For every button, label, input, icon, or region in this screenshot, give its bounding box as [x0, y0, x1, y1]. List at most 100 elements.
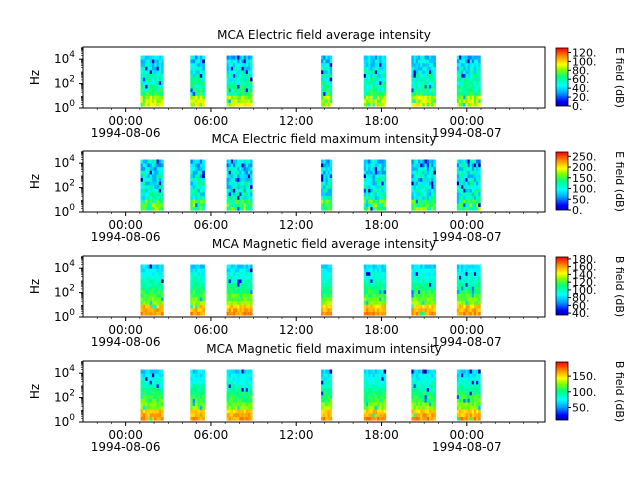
- heatmap-cell: [370, 170, 373, 175]
- heatmap-cell: [433, 373, 436, 378]
- heatmap-cell: [154, 293, 157, 298]
- heatmap-cell: [325, 307, 328, 312]
- heatmap-cell: [365, 188, 369, 193]
- heatmap-cell: [232, 373, 236, 378]
- heatmap-cell: [197, 188, 201, 193]
- heatmap-cell: [365, 174, 369, 179]
- heatmap-cell: [365, 159, 369, 164]
- heatmap-cell: [154, 275, 157, 280]
- heatmap-cell: [228, 192, 232, 197]
- heatmap-cell: [379, 380, 382, 385]
- heatmap-cell: [145, 384, 148, 389]
- heatmap-cell: [230, 387, 234, 392]
- x-tick-label: 06:00: [194, 323, 229, 337]
- heatmap-cell: [469, 289, 473, 294]
- x-tick-date: 1994-08-06: [91, 335, 161, 349]
- heatmap-cell: [433, 192, 436, 197]
- heatmap-cell: [228, 286, 232, 291]
- heatmap-cell: [154, 80, 157, 85]
- heatmap-cell: [381, 184, 384, 189]
- heatmap-cell: [461, 297, 464, 302]
- heatmap-cell: [426, 177, 430, 182]
- heatmap-cell: [142, 80, 146, 85]
- heatmap-cell: [323, 66, 326, 71]
- heatmap-cell: [195, 402, 198, 407]
- heatmap-cell: [228, 307, 232, 312]
- heatmap-cell: [363, 409, 367, 414]
- heatmap-cell: [329, 286, 333, 291]
- heatmap-cell: [197, 304, 201, 309]
- heatmap-cell: [428, 300, 432, 305]
- heatmap-cell: [420, 66, 423, 71]
- heatmap-cell: [239, 307, 242, 312]
- heatmap-cell: [226, 282, 230, 287]
- heatmap-cell: [247, 304, 251, 309]
- heatmap-cell: [230, 402, 234, 407]
- heatmap-cell: [471, 66, 475, 71]
- heatmap-cell: [413, 199, 417, 204]
- heatmap-cell: [426, 264, 430, 269]
- heatmap-cell: [456, 88, 460, 93]
- heatmap-cell: [469, 184, 473, 189]
- x-tick-date: 1994-08-07: [432, 230, 502, 244]
- heatmap-cell: [243, 88, 247, 93]
- heatmap-cell: [149, 293, 153, 298]
- heatmap-cell: [247, 409, 251, 414]
- heatmap-cell: [478, 66, 481, 71]
- heatmap-cell: [161, 166, 164, 171]
- heatmap-cell: [142, 95, 146, 100]
- heatmap-cell: [461, 73, 464, 78]
- heatmap-cell: [379, 402, 382, 407]
- heatmap-cell: [202, 166, 205, 171]
- heatmap-cell: [411, 73, 414, 78]
- heatmap-cell: [192, 102, 196, 107]
- heatmap-cell: [461, 192, 464, 197]
- heatmap-cell: [142, 275, 146, 280]
- heatmap-cell: [383, 282, 387, 287]
- heatmap-cell: [431, 416, 434, 421]
- heatmap-cell: [467, 373, 471, 378]
- heatmap-cell: [456, 199, 460, 204]
- heatmap-cell: [417, 271, 421, 276]
- heatmap-cell: [147, 297, 151, 302]
- heatmap-cell: [476, 275, 479, 280]
- heatmap-cell: [374, 300, 378, 305]
- heatmap-cell: [478, 271, 481, 276]
- heatmap-cell: [422, 311, 425, 316]
- heatmap-cell: [465, 409, 468, 414]
- heatmap-cell: [463, 95, 466, 100]
- heatmap-cell: [428, 188, 432, 193]
- heatmap-cell: [329, 282, 333, 287]
- heatmap-cell: [374, 163, 378, 168]
- heatmap-cell: [433, 387, 436, 392]
- heatmap-cell: [376, 181, 380, 186]
- heatmap-cell: [478, 102, 481, 107]
- heatmap-cell: [428, 402, 432, 407]
- heatmap-cell: [426, 59, 430, 64]
- heatmap-cell: [237, 166, 240, 171]
- heatmap-cell: [323, 192, 326, 197]
- heatmap-cell: [461, 394, 464, 399]
- heatmap-cell: [145, 70, 148, 75]
- heatmap-cell: [420, 293, 423, 298]
- heatmap-cell: [140, 373, 144, 378]
- heatmap-cell: [237, 380, 240, 385]
- heatmap-cell: [158, 177, 162, 182]
- heatmap-cell: [365, 373, 369, 378]
- heatmap-cell: [197, 206, 201, 211]
- heatmap-cell: [422, 282, 425, 287]
- heatmap-cell: [368, 405, 371, 410]
- colorbar: [555, 47, 569, 107]
- heatmap-cell: [147, 311, 151, 316]
- y-tick-label: 102: [54, 389, 75, 405]
- heatmap-cell: [428, 184, 432, 189]
- heatmap-cell: [239, 199, 242, 204]
- heatmap-cell: [465, 293, 468, 298]
- heatmap-cell: [228, 300, 232, 305]
- heatmap-cell: [476, 268, 479, 273]
- heatmap-cell: [368, 402, 371, 407]
- heatmap-cell: [424, 62, 428, 67]
- heatmap-cell: [431, 199, 434, 204]
- heatmap-cell: [413, 394, 417, 399]
- heatmap-cell: [424, 373, 428, 378]
